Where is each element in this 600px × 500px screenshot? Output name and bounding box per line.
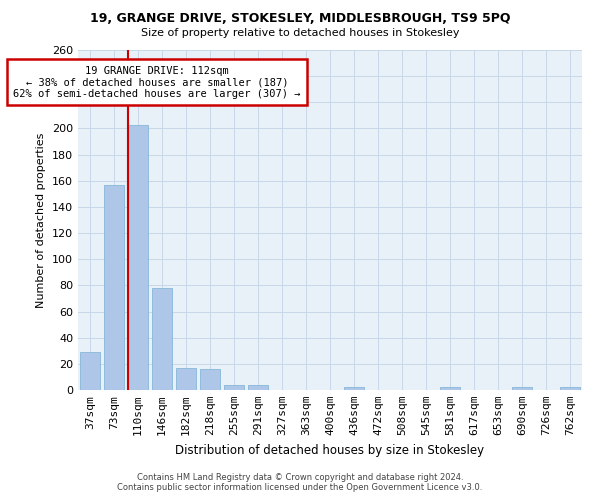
Bar	[200, 369, 220, 390]
Bar	[80, 352, 100, 390]
Bar	[512, 388, 532, 390]
Bar	[560, 388, 580, 390]
Text: 19, GRANGE DRIVE, STOKESLEY, MIDDLESBROUGH, TS9 5PQ: 19, GRANGE DRIVE, STOKESLEY, MIDDLESBROU…	[90, 12, 510, 26]
Text: 19 GRANGE DRIVE: 112sqm
← 38% of detached houses are smaller (187)
62% of semi-d: 19 GRANGE DRIVE: 112sqm ← 38% of detache…	[13, 66, 301, 99]
Bar	[248, 385, 268, 390]
Bar	[128, 124, 148, 390]
X-axis label: Distribution of detached houses by size in Stokesley: Distribution of detached houses by size …	[175, 444, 485, 456]
Text: Size of property relative to detached houses in Stokesley: Size of property relative to detached ho…	[141, 28, 459, 38]
Text: Contains HM Land Registry data © Crown copyright and database right 2024.
Contai: Contains HM Land Registry data © Crown c…	[118, 473, 482, 492]
Bar	[176, 368, 196, 390]
Bar	[104, 184, 124, 390]
Bar	[440, 388, 460, 390]
Y-axis label: Number of detached properties: Number of detached properties	[37, 132, 46, 308]
Bar	[152, 288, 172, 390]
Bar	[224, 385, 244, 390]
Bar	[344, 388, 364, 390]
